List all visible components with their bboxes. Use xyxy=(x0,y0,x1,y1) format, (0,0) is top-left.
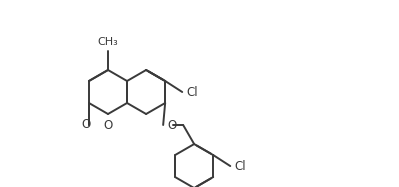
Text: Cl: Cl xyxy=(234,160,246,173)
Text: CH₃: CH₃ xyxy=(98,37,119,47)
Text: O: O xyxy=(167,119,176,131)
Text: O: O xyxy=(103,119,113,132)
Text: Cl: Cl xyxy=(186,85,198,99)
Text: O: O xyxy=(81,119,91,131)
